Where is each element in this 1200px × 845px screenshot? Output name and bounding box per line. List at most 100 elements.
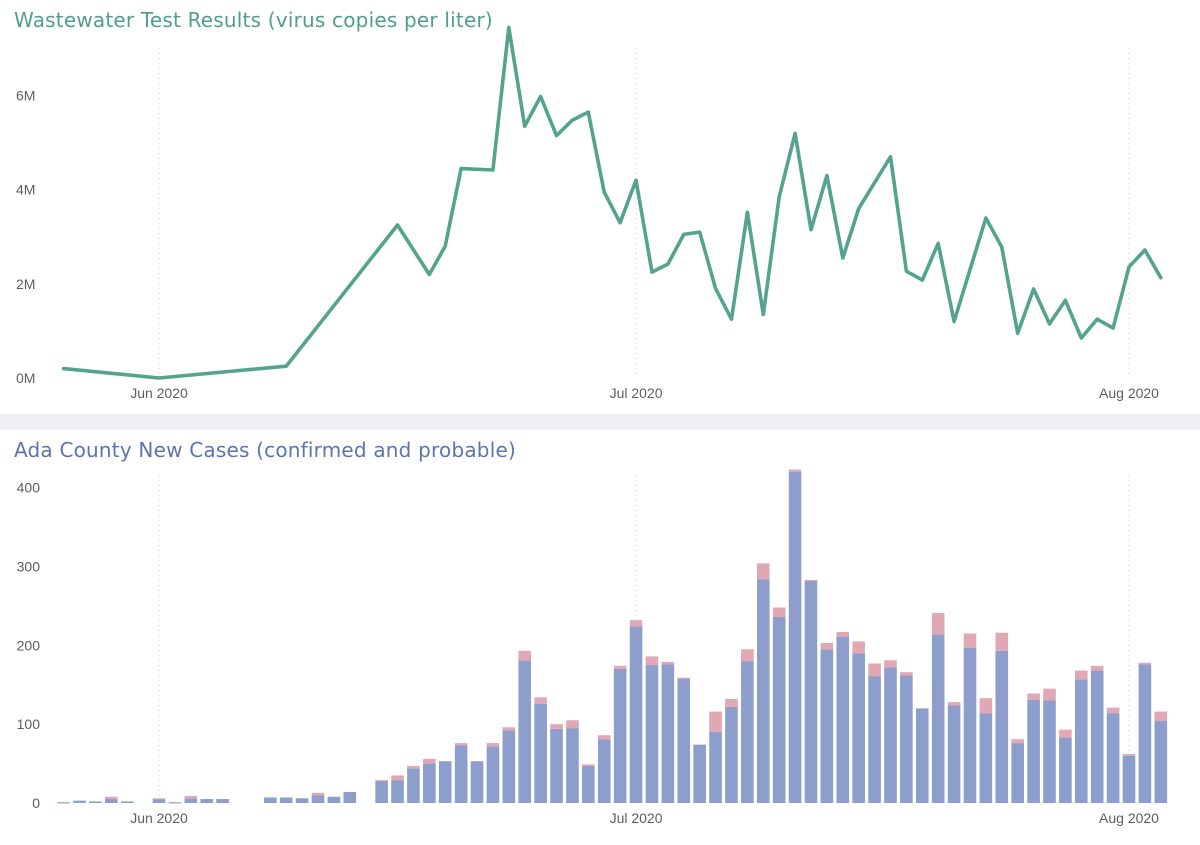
probable-bar — [963, 633, 977, 648]
wastewater-point — [523, 124, 527, 128]
x-tick-label: Jun 2020 — [130, 385, 188, 401]
wastewater-point — [952, 320, 956, 324]
wastewater-chart-panel: Wastewater Test Results (virus copies pe… — [0, 0, 1200, 414]
confirmed-bar — [89, 801, 102, 803]
x-tick-label: Jul 2020 — [610, 385, 663, 401]
confirmed-bar — [486, 746, 500, 803]
probable-bar — [582, 764, 595, 766]
probable-bar — [820, 642, 834, 650]
confirmed-bar — [534, 703, 547, 803]
probable-bar — [725, 698, 738, 707]
wastewater-point — [1111, 326, 1115, 330]
wastewater-point — [841, 256, 845, 260]
probable-bar — [486, 743, 500, 747]
wastewater-point — [745, 210, 749, 214]
wastewater-point — [284, 364, 288, 368]
confirmed-bar — [884, 667, 897, 803]
confirmed-bar — [804, 580, 818, 803]
confirmed-bar — [677, 678, 691, 803]
probable-bar — [1154, 711, 1168, 722]
confirmed-bar — [184, 798, 198, 803]
wastewater-point — [1159, 276, 1163, 280]
confirmed-bar — [391, 780, 404, 803]
confirmed-bar — [327, 796, 341, 803]
confirmed-bar — [502, 730, 516, 803]
probable-bar — [1059, 729, 1072, 738]
confirmed-bar — [518, 660, 532, 803]
probable-bar — [884, 660, 897, 668]
probable-bar — [502, 727, 516, 731]
wastewater-point — [920, 278, 924, 282]
confirmed-bar — [311, 795, 325, 803]
confirmed-bar — [820, 649, 834, 803]
probable-bar — [947, 702, 961, 706]
confirmed-bar — [407, 768, 420, 803]
wastewater-line-chart: 0M 2M 4M 6M Jun 2020 Jul 2020 Aug 2020 — [16, 25, 1163, 401]
confirmed-bar — [963, 647, 977, 803]
wastewater-point — [570, 118, 574, 122]
wastewater-point — [793, 131, 797, 135]
y-tick-label: 0M — [16, 370, 35, 386]
probable-bar — [534, 697, 547, 704]
confirmed-bar — [947, 705, 961, 803]
probable-bar — [550, 724, 563, 729]
probable-bar — [741, 649, 754, 662]
probable-bar — [1090, 665, 1104, 671]
probable-bar — [772, 607, 786, 617]
probable-bar — [900, 672, 913, 676]
confirmed-bar — [1043, 700, 1056, 803]
probable-bar — [375, 780, 388, 782]
y-tick-label: 6M — [16, 88, 35, 104]
wastewater-point — [1016, 331, 1020, 335]
probable-bar — [311, 792, 325, 796]
probable-bar — [995, 632, 1009, 651]
wastewater-point — [1032, 287, 1036, 291]
probable-bar — [645, 656, 659, 666]
wastewater-point — [682, 232, 686, 236]
confirmed-bar — [709, 732, 722, 803]
y-tick-label: 4M — [16, 182, 35, 198]
confirmed-bar — [120, 801, 134, 803]
probable-bar — [661, 661, 675, 665]
probable-bar — [756, 563, 770, 580]
confirmed-bar — [693, 744, 706, 803]
probable-bar — [1122, 754, 1136, 756]
confirmed-bar — [73, 800, 86, 803]
confirmed-bar — [900, 675, 913, 803]
wastewater-point — [968, 268, 972, 272]
confirmed-bar — [995, 650, 1009, 803]
wastewater-point — [984, 216, 988, 220]
probable-bar — [104, 796, 118, 800]
wastewater-series-line — [61, 25, 1163, 380]
confirmed-bar — [566, 728, 579, 803]
probable-bar — [836, 631, 850, 637]
confirmed-bar — [168, 802, 182, 804]
probable-bar — [868, 663, 881, 677]
wastewater-point — [825, 174, 829, 178]
confirmed-bar — [200, 799, 214, 803]
wastewater-point — [1095, 317, 1099, 321]
confirmed-bar — [295, 798, 309, 803]
wastewater-point — [157, 376, 161, 380]
wastewater-point — [1063, 298, 1067, 302]
wastewater-point — [1079, 336, 1083, 340]
wastewater-point — [491, 168, 495, 172]
probable-bar — [391, 775, 404, 781]
confirmed-bar — [613, 669, 627, 803]
confirmed-bar — [772, 616, 786, 803]
wastewater-point — [777, 195, 781, 199]
wastewater-point — [507, 25, 511, 29]
probable-bar — [709, 711, 722, 733]
confirmed-bar — [1011, 743, 1024, 803]
wastewater-point — [888, 155, 892, 159]
probable-bar — [613, 665, 627, 669]
confirmed-bar — [104, 799, 118, 803]
confirmed-bar — [836, 636, 850, 803]
chart-title: Ada County New Cases (confirmed and prob… — [14, 438, 516, 462]
confirmed-bar — [1106, 713, 1120, 803]
wastewater-point — [729, 317, 733, 321]
confirmed-bar — [597, 739, 611, 803]
confirmed-bar — [343, 791, 357, 803]
y-tick-label: 2M — [16, 276, 35, 292]
wastewater-point — [634, 178, 638, 182]
